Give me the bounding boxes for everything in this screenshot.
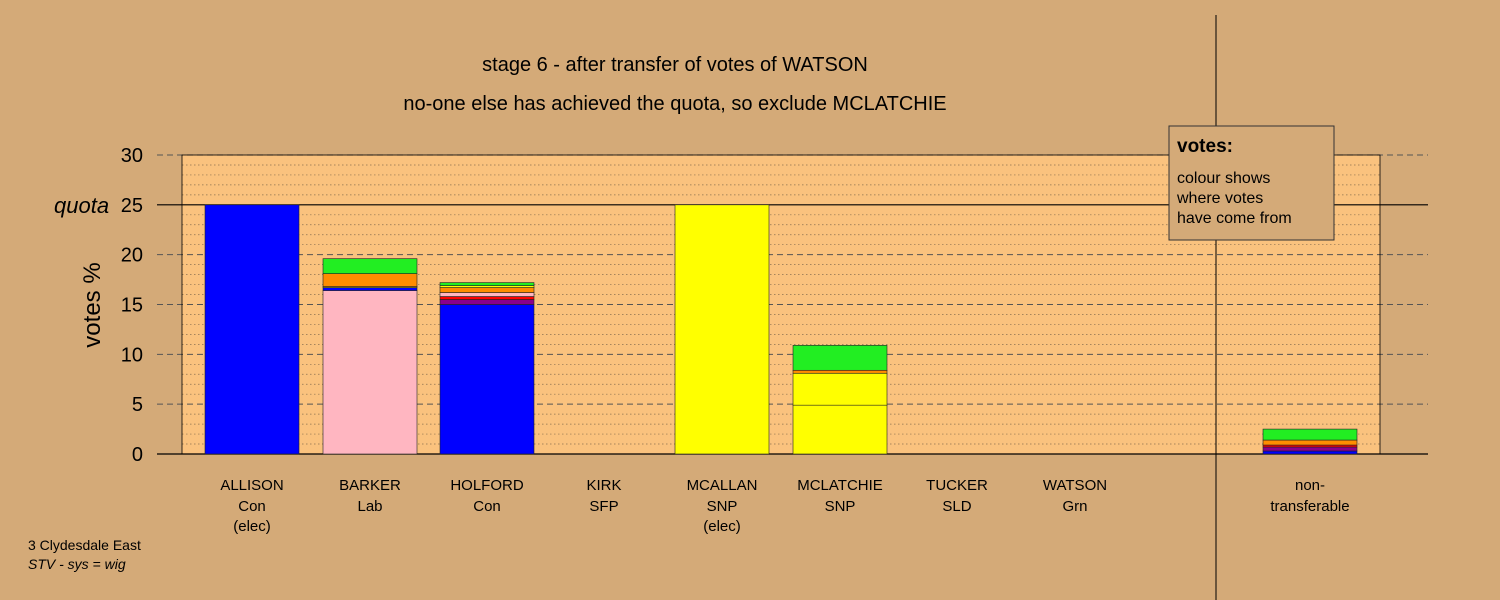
bar-segment	[439, 282, 535, 286]
plot-frame	[181, 154, 1381, 455]
bar-segment	[439, 292, 535, 297]
y-axis: 0 5 10 15 20 25 30 quota	[54, 145, 143, 466]
bar-segment	[1262, 439, 1358, 446]
bar-segment	[204, 204, 300, 455]
chart-title: stage 6 - after transfer of votes of WAT…	[482, 54, 868, 76]
x-axis-labels: ALLISON Con (elec) BARKER Lab HOLFORD Con KIRK S…	[220, 477, 1349, 535]
y-tick-label: 30	[121, 145, 143, 167]
candidate-party: SLD	[942, 498, 971, 515]
legend-title: votes:	[1177, 136, 1233, 157]
candidate-name: WATSON	[1043, 477, 1107, 494]
bar-segment	[439, 299, 535, 305]
candidate-party: SNP	[825, 498, 856, 515]
y-axis-label: votes %	[79, 262, 106, 347]
candidate-name: MCLATCHIE	[797, 477, 883, 494]
bar-segment	[322, 258, 418, 274]
bar-segment	[792, 372, 888, 406]
bar-segment	[1262, 450, 1358, 455]
system-label: STV - sys = wig	[28, 556, 126, 572]
y-tick-label: 25	[121, 195, 143, 217]
nontransferable-label: non-	[1295, 477, 1325, 494]
chart-subtitle: no-one else has achieved the quota, so e…	[403, 93, 946, 115]
y-tick-label: 20	[121, 245, 143, 267]
bar-segment	[792, 345, 888, 371]
bars-group	[204, 204, 1358, 455]
candidate-party: SNP	[707, 498, 738, 515]
quota-label: quota	[54, 193, 109, 218]
bar-segment	[792, 369, 888, 374]
legend-line: colour shows	[1177, 170, 1270, 187]
legend-box: votes: colour shows where votes have com…	[1168, 125, 1335, 241]
constituency-label: 3 Clydesdale East	[28, 537, 141, 553]
candidate-name: KIRK	[586, 477, 621, 494]
candidate-status: (elec)	[703, 518, 741, 535]
nontransferable-label: transferable	[1270, 498, 1349, 515]
y-tick-label: 5	[132, 394, 143, 416]
candidate-party: Con	[238, 498, 266, 515]
bar-segment	[1262, 428, 1358, 441]
candidate-party: Con	[473, 498, 501, 515]
bar-segment	[439, 304, 535, 455]
y-tick-label: 0	[132, 444, 143, 466]
candidate-party: Grn	[1062, 498, 1087, 515]
y-tick-label: 15	[121, 295, 143, 317]
legend-line: where votes	[1176, 190, 1263, 207]
legend-line: have come from	[1177, 210, 1292, 227]
candidate-party: Lab	[357, 498, 382, 515]
candidate-name: HOLFORD	[450, 477, 524, 494]
candidate-party: SFP	[589, 498, 618, 515]
bar-segment	[1262, 446, 1358, 452]
bar-segment	[322, 273, 418, 287]
candidate-name: TUCKER	[926, 477, 988, 494]
bar-segment	[439, 287, 535, 293]
bar-segment	[439, 296, 535, 300]
candidate-name: ALLISON	[220, 477, 283, 494]
candidate-name: BARKER	[339, 477, 401, 494]
bar-segment	[322, 287, 418, 291]
candidate-status: (elec)	[233, 518, 271, 535]
legend-frame	[1168, 125, 1335, 241]
bar-segment	[792, 404, 888, 455]
bar-segment	[322, 290, 418, 455]
y-tick-label: 10	[121, 344, 143, 366]
bar-segment	[674, 204, 770, 455]
candidate-name: MCALLAN	[687, 477, 758, 494]
